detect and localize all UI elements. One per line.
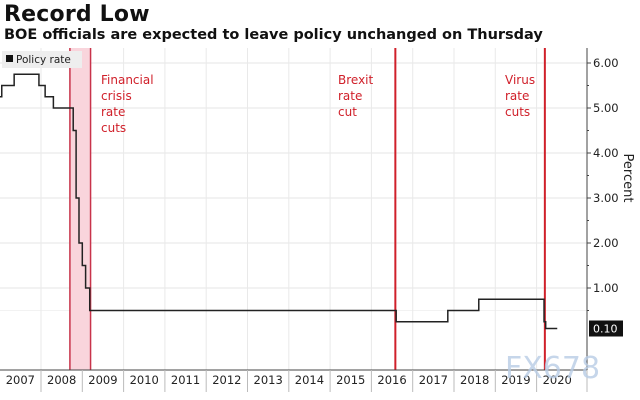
x-tick-label: 2012 (212, 373, 241, 387)
x-tick-label: 2011 (171, 373, 200, 387)
axes: 1.00 2.00 3.00 4.00 5.00 6.00 Percent 0.10 2007 2… (0, 48, 635, 392)
annotation-label: crisis (101, 89, 132, 103)
chart-title: Record Low (4, 2, 150, 27)
x-tick-label: 2017 (419, 373, 448, 387)
y-tick-label: 3.00 (593, 191, 619, 205)
y-axis-label: Percent (620, 154, 635, 203)
annotation-label: rate (338, 89, 362, 103)
x-tick-label: 2019 (501, 373, 530, 387)
annotation-label: cuts (505, 105, 530, 119)
last-value-label: 0.10 (593, 323, 618, 336)
y-tick-label: 6.00 (593, 56, 619, 70)
legend-swatch-policy-rate (6, 55, 13, 62)
financial-crisis-band (69, 48, 91, 370)
annotation-label: rate (505, 89, 529, 103)
x-tick-label: 2008 (47, 373, 76, 387)
x-tick-label: 2009 (88, 373, 117, 387)
x-tick-label: 2007 (6, 373, 35, 387)
annotation-bands (69, 48, 546, 370)
annotation-label: cut (338, 105, 357, 119)
annotation-label: cuts (101, 121, 126, 135)
annotation-label: rate (101, 105, 125, 119)
y-tick-label: 2.00 (593, 236, 619, 250)
watermark: FX678 (505, 351, 600, 386)
y-tick-label: 5.00 (593, 101, 619, 115)
chart-subtitle: BOE officials are expected to leave poli… (4, 27, 543, 43)
series-line-policy-rate (0, 73, 558, 330)
legend-label-policy-rate: Policy rate (16, 54, 71, 66)
annotation-label: Financial (101, 73, 154, 87)
annotation-labels: Financial crisis rate cuts Brexit rate cut Viru… (101, 73, 535, 135)
annotation-label: Virus (505, 73, 535, 87)
x-tick-label: 2015 (336, 373, 365, 387)
annotation-label: Brexit (338, 73, 374, 87)
x-tick-label: 2016 (377, 373, 406, 387)
last-value-badge (589, 320, 623, 337)
series-layer (0, 73, 558, 330)
legend-background (2, 51, 82, 68)
x-tick-label: 2018 (460, 373, 489, 387)
x-tick-label: 2020 (543, 373, 572, 387)
x-tick-label: 2013 (254, 373, 283, 387)
y-tick-label: 1.00 (593, 281, 619, 295)
y-tick-label: 4.00 (593, 146, 619, 160)
x-tick-label: 2014 (295, 373, 324, 387)
legend: Policy rate (2, 51, 82, 68)
x-tick-label: 2010 (130, 373, 159, 387)
